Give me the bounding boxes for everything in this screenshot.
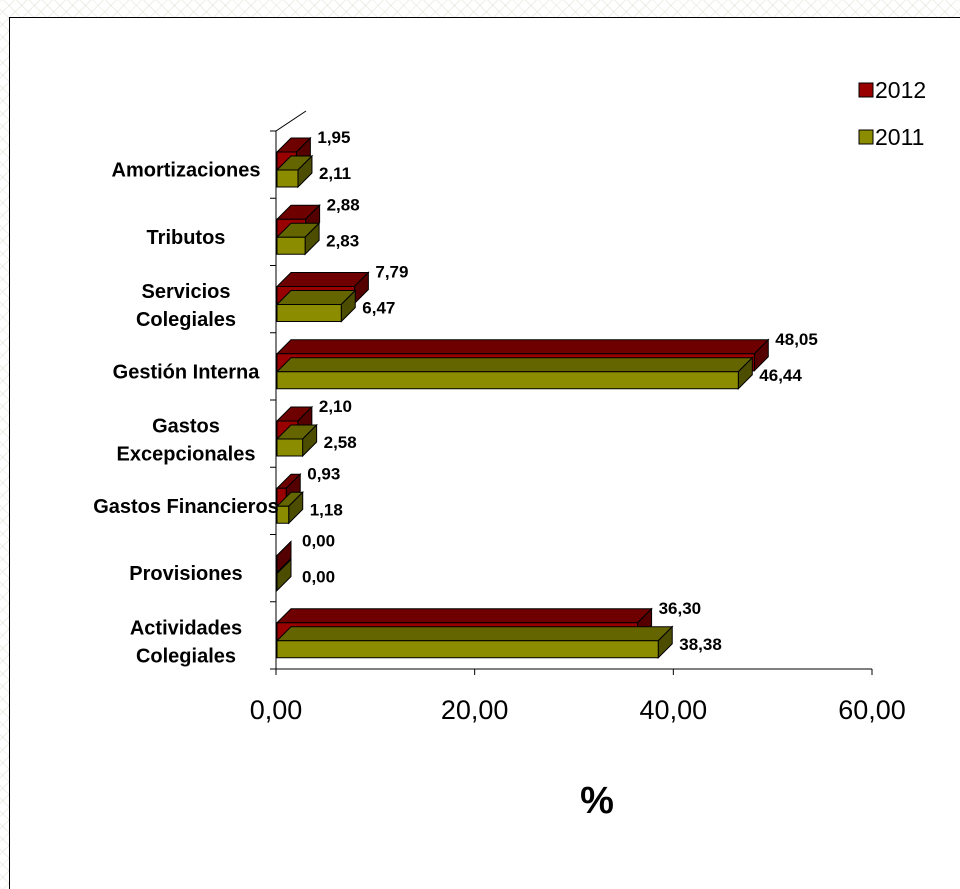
value-label-2012-4: 2,10 [319, 397, 352, 416]
value-label-2011-6: 0,00 [302, 568, 335, 587]
value-label-2012-0: 1,95 [317, 128, 350, 147]
legend-swatch-2012 [858, 82, 874, 98]
bar-2011-3 [275, 356, 754, 390]
value-label-2011-3: 46,44 [759, 366, 802, 385]
x-axis-tick-label: 0,00 [250, 695, 303, 725]
bar-2011-2 [275, 289, 357, 323]
x-axis-title: % [580, 780, 614, 822]
x-axis-tick-label: 40,00 [640, 695, 708, 725]
value-label-2012-1: 2,88 [327, 195, 360, 214]
category-label: Actividades Colegiales [130, 617, 242, 667]
value-label-2012-7: 36,30 [659, 599, 702, 618]
bar-2012-6 [276, 540, 292, 574]
bar-chart: 0,00 20,00 40,00 60,00% 1,95 2,11 Amortizacion… [93, 77, 926, 822]
category-label: Provisiones [129, 563, 242, 585]
bar-2011-4 [275, 423, 318, 458]
legend-label-2012: 2012 [875, 77, 926, 103]
category-label: Gastos Financieros [93, 496, 279, 518]
bar-2011-0 [275, 154, 314, 189]
value-label-2012-2: 7,79 [375, 263, 408, 282]
value-label-2011-7: 38,38 [679, 635, 722, 654]
chart-frame: 0,00 20,00 40,00 60,00% 1,95 2,11 Amortizacion… [9, 17, 960, 889]
value-label-2012-5: 0,93 [307, 464, 340, 483]
category-label: Amortizaciones [112, 160, 261, 182]
value-label-2011-2: 6,47 [362, 299, 395, 318]
value-label-2011-4: 2,58 [324, 433, 357, 452]
legend-label-2011: 2011 [875, 124, 924, 150]
bar-2011-7 [275, 625, 674, 659]
x-axis-tick-label: 20,00 [441, 695, 509, 725]
legend: 2012 2011 [858, 77, 926, 150]
category-label: Tributos [147, 227, 226, 249]
legend-swatch-2011 [858, 129, 874, 145]
x-axis-tick-label: 60,00 [838, 695, 906, 725]
value-label-2012-6: 0,00 [302, 532, 335, 551]
bar-2011-6 [276, 558, 292, 592]
bar-2011-5 [275, 491, 304, 525]
category-label: Servicios Colegiales [136, 281, 236, 331]
category-label: Gestión Interna [113, 361, 261, 383]
category-label: Gastos Excepcionales [117, 416, 256, 466]
value-label-2011-1: 2,83 [326, 231, 359, 250]
value-label-2011-0: 2,11 [319, 164, 351, 183]
value-label-2012-3: 48,05 [775, 330, 818, 349]
bar-2011-1 [275, 222, 321, 256]
value-label-2011-5: 1,18 [310, 500, 343, 519]
